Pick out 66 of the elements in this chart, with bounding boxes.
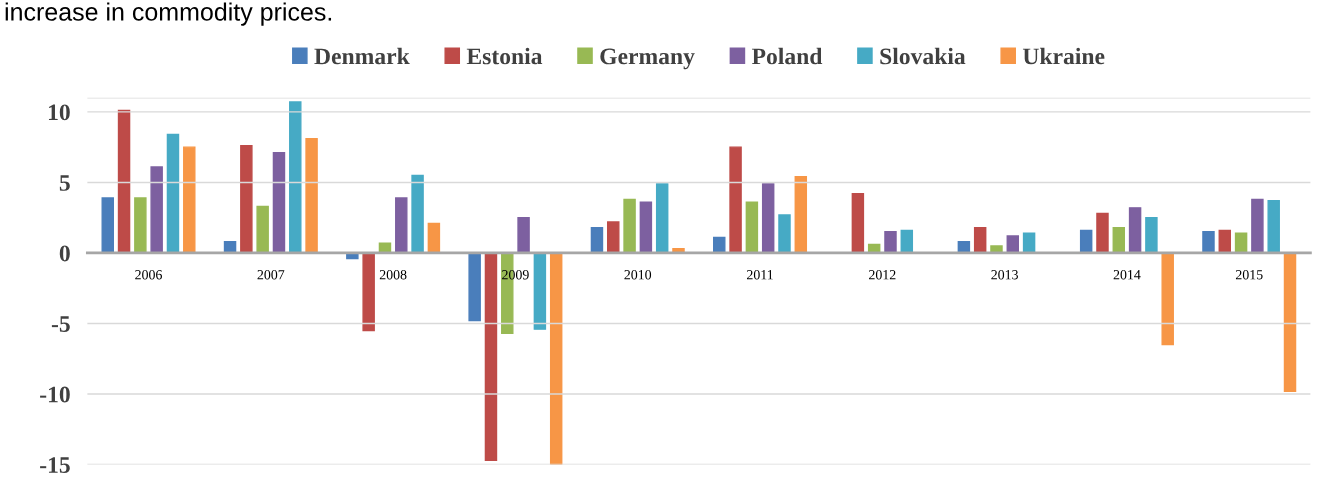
bar: [395, 197, 408, 254]
y-tick-label: -15: [40, 457, 70, 473]
bar: [517, 217, 530, 254]
y-tick-label: 0: [59, 245, 70, 262]
bar: [427, 222, 441, 254]
bar: [607, 221, 620, 254]
bar: [590, 226, 604, 254]
bar: [1251, 198, 1264, 254]
bar: [1161, 252, 1174, 346]
bar: [884, 231, 897, 254]
bar: [655, 183, 669, 254]
bar: [639, 201, 653, 254]
bar: [101, 197, 114, 254]
bar: [1096, 212, 1109, 254]
bar: [851, 193, 865, 254]
legend-label: Poland: [751, 47, 823, 65]
bar: [623, 198, 636, 254]
x-tick-label: 2008: [379, 270, 407, 280]
bar: [1202, 231, 1215, 254]
x-tick-label: 2015: [1235, 270, 1263, 280]
bar: [713, 236, 726, 254]
x-tick-label: 2012: [869, 270, 896, 280]
bar: [411, 174, 424, 254]
bar: [729, 146, 742, 254]
bar: [794, 176, 808, 254]
x-tick-label: 2010: [624, 270, 652, 280]
bar: [484, 252, 498, 462]
bar: [183, 146, 196, 254]
bar: [1128, 207, 1142, 254]
x-tick-label: 2007: [257, 270, 285, 280]
bar: [117, 109, 131, 254]
x-tick-label: 2014: [1113, 270, 1141, 280]
x-tick-label: 2013: [991, 270, 1018, 280]
legend-label: Germany: [600, 48, 695, 70]
bar: [256, 205, 269, 254]
y-tick-label: 10: [48, 104, 70, 121]
bar: [973, 226, 987, 254]
bar: [549, 252, 563, 465]
y-tick-label: -10: [40, 386, 70, 403]
bar: [362, 252, 375, 332]
bar: [533, 252, 547, 330]
bar: [150, 166, 163, 254]
y-tick-label: 5: [59, 175, 70, 191]
bar: [289, 101, 302, 254]
legend-label: Slovakia: [880, 47, 966, 65]
bar: [240, 145, 253, 254]
bar: [745, 201, 759, 254]
bar: [778, 214, 791, 254]
bar: [1006, 235, 1020, 254]
bar: [1112, 226, 1126, 254]
x-tick-label: 2011: [747, 270, 773, 280]
text: increase in commodity prices.: [5, 2, 332, 26]
bar: [1145, 217, 1158, 254]
x-tick-label: 2006: [135, 270, 162, 280]
bar: [134, 197, 147, 254]
bar: [1283, 252, 1297, 392]
bar: [1267, 200, 1280, 254]
bar: [468, 252, 481, 322]
legend-label: Denmark: [314, 47, 410, 65]
legend-label: Estonia: [466, 47, 543, 65]
bar: [305, 138, 318, 254]
bar: [272, 152, 286, 254]
bar: [166, 133, 180, 254]
y-tick-label: -5: [51, 316, 70, 332]
bar: [761, 183, 775, 254]
legend-label: Ukraine: [1022, 47, 1105, 65]
